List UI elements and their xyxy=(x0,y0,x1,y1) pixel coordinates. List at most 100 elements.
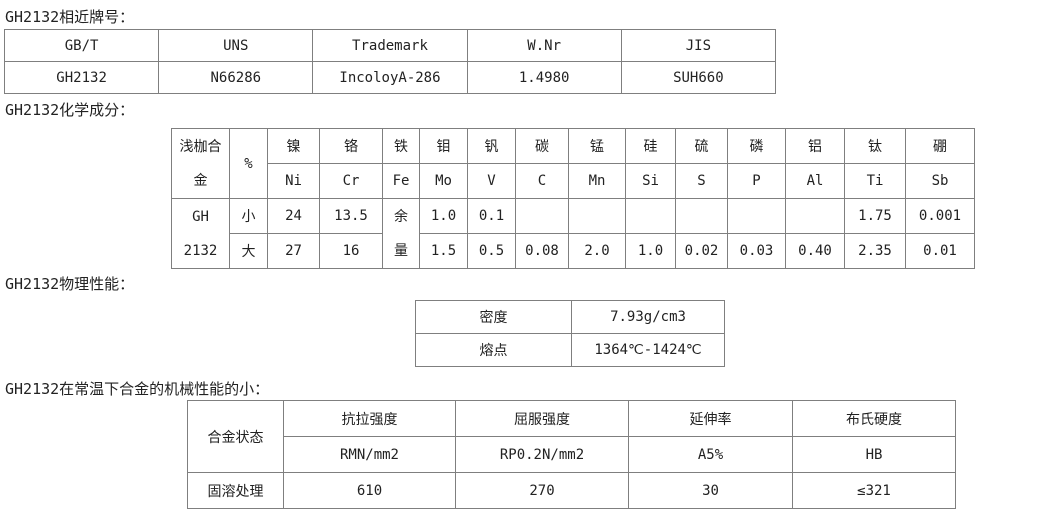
chem-min-row: GH 2132 小 24 13.5 余 量 1.0 0.1 1.75 0.001 xyxy=(171,198,975,269)
chem-iron-balance-cell: 余 量 xyxy=(382,198,420,269)
chem-nickel-min: 24 xyxy=(267,198,320,234)
chem-max-row: 大 27 16 1.5 0.5 0.08 2.0 1.0 0.02 0.03 0… xyxy=(172,233,975,269)
cell-jis-value: SUH660 xyxy=(620,61,777,94)
chem-manganese-max: 2.0 xyxy=(568,233,626,269)
mech-unit-tensile-strength: RMN/mm2 xyxy=(283,436,456,473)
chem-header-iron-sym: Fe xyxy=(382,163,420,199)
chem-corner-header: 浅枷合 金 xyxy=(171,128,230,199)
chem-iron-balance-line1: 余 xyxy=(394,208,408,225)
chem-corner-line2: 金 xyxy=(193,172,208,189)
chem-header-molybdenum-cn: 钼 xyxy=(419,128,468,164)
chem-silicon-min xyxy=(625,198,676,234)
chem-header-manganese-sym: Mn xyxy=(568,163,626,199)
mech-state-header: 合金状态 xyxy=(187,400,284,473)
chem-titanium-min: 1.75 xyxy=(844,198,906,234)
chem-header-manganese-cn: 锰 xyxy=(568,128,626,164)
heading-similar-grades: GH2132相近牌号： xyxy=(5,8,135,26)
mech-header-tensile-strength: 抗拉强度 xyxy=(283,400,456,437)
chem-header-sulfur-cn: 硫 xyxy=(675,128,728,164)
chem-vanadium-min: 0.1 xyxy=(467,198,516,234)
chem-header-boron-sym: Sb xyxy=(905,163,975,199)
column-header-wnr: W.Nr xyxy=(466,29,622,62)
mech-value-tensile-strength: 610 xyxy=(283,472,456,509)
melting-point-label: 熔点 xyxy=(415,333,572,367)
chem-header-row-cn: 浅枷合 金 % 镍 铬 铁 钼 钒 碳 锰 硅 硫 磷 铝 钛 硼 xyxy=(171,128,975,199)
physical-properties-table: 密度 7.93g/cm3 熔点 1364℃-1424℃ xyxy=(415,300,725,367)
mech-header-yield-strength: 屈服强度 xyxy=(455,400,629,437)
chem-header-iron-cn: 铁 xyxy=(382,128,420,164)
column-header-gbt: GB/T xyxy=(3,29,160,62)
heading-mechanical-properties: GH2132在常温下合金的机械性能的小： xyxy=(5,380,270,398)
chem-header-phosphorus-sym: P xyxy=(727,163,786,199)
column-header-uns: UNS xyxy=(158,29,314,62)
chem-sulfur-max: 0.02 xyxy=(675,233,728,269)
mech-value-yield-strength: 270 xyxy=(455,472,629,509)
chem-header-titanium-sym: Ti xyxy=(844,163,906,199)
chem-header-chromium-cn: 铬 xyxy=(319,128,383,164)
chem-carbon-min xyxy=(515,198,569,234)
column-header-jis: JIS xyxy=(620,29,777,62)
chem-aluminium-max: 0.40 xyxy=(785,233,845,269)
mech-value-elongation: 30 xyxy=(628,472,793,509)
mech-value-row: 固溶处理 610 270 30 ≤321 xyxy=(187,472,956,509)
mech-value-brinell-hardness: ≤321 xyxy=(792,472,956,509)
mech-unit-elongation: A5% xyxy=(628,436,793,473)
mech-header-row-cn: 合金状态 抗拉强度 屈服强度 延伸率 布氏硬度 xyxy=(187,400,956,473)
cell-uns-value: N66286 xyxy=(158,61,314,94)
chem-phosphorus-min xyxy=(727,198,786,234)
mech-header-row-unit: RMN/mm2 RP0.2N/mm2 A5% HB xyxy=(188,436,956,473)
density-label: 密度 xyxy=(415,300,572,334)
chem-iron-balance-line2: 量 xyxy=(394,242,408,259)
chem-header-nickel-sym: Ni xyxy=(267,163,320,199)
chem-header-titanium-cn: 钛 xyxy=(844,128,906,164)
chem-percent-header: % xyxy=(229,128,268,199)
cell-gbt-value: GH2132 xyxy=(3,61,160,94)
chem-molybdenum-min: 1.0 xyxy=(419,198,468,234)
chem-header-silicon-cn: 硅 xyxy=(625,128,676,164)
chemical-composition-table: 浅枷合 金 % 镍 铬 铁 钼 钒 碳 锰 硅 硫 磷 铝 钛 硼 Ni Cr … xyxy=(171,128,975,269)
chem-boron-min: 0.001 xyxy=(905,198,975,234)
heading-chemical-composition: GH2132化学成分： xyxy=(5,101,135,119)
chem-header-silicon-sym: Si xyxy=(625,163,676,199)
chem-header-molybdenum-sym: Mo xyxy=(419,163,468,199)
chem-header-carbon-sym: C xyxy=(515,163,569,199)
chem-alloy-name-line1: GH xyxy=(192,208,209,225)
column-header-trademark: Trademark xyxy=(312,29,468,62)
chem-manganese-min xyxy=(568,198,626,234)
chem-header-nickel-cn: 镍 xyxy=(267,128,320,164)
chem-max-label: 大 xyxy=(229,233,268,269)
chem-header-aluminium-cn: 铝 xyxy=(785,128,845,164)
chem-corner-line1: 浅枷合 xyxy=(179,138,222,155)
chem-sulfur-min xyxy=(675,198,728,234)
mech-header-brinell-hardness: 布氏硬度 xyxy=(792,400,956,437)
chem-header-chromium-sym: Cr xyxy=(319,163,383,199)
chem-chromium-min: 13.5 xyxy=(319,198,383,234)
density-value: 7.93g/cm3 xyxy=(571,300,725,334)
cell-trademark-value: IncoloyA-286 xyxy=(312,61,468,94)
chem-header-aluminium-sym: Al xyxy=(785,163,845,199)
cell-wnr-value: 1.4980 xyxy=(466,61,622,94)
chem-header-sulfur-sym: S xyxy=(675,163,728,199)
heading-physical-properties: GH2132物理性能： xyxy=(5,275,135,293)
chem-molybdenum-max: 1.5 xyxy=(419,233,468,269)
density-row: 密度 7.93g/cm3 xyxy=(415,300,725,334)
chem-alloy-name-line2: 2132 xyxy=(183,242,218,259)
mech-unit-yield-strength: RP0.2N/mm2 xyxy=(455,436,629,473)
similar-grades-value-row: GH2132 N66286 IncoloyA-286 1.4980 SUH660 xyxy=(3,61,777,94)
chem-chromium-max: 16 xyxy=(319,233,383,269)
mech-unit-brinell-hardness: HB xyxy=(792,436,956,473)
chem-silicon-max: 1.0 xyxy=(625,233,676,269)
similar-grades-table: GB/T UNS Trademark W.Nr JIS GH2132 N6628… xyxy=(3,29,777,94)
melting-point-value: 1364℃-1424℃ xyxy=(571,333,725,367)
chem-header-vanadium-cn: 钒 xyxy=(467,128,516,164)
chem-header-vanadium-sym: V xyxy=(467,163,516,199)
melting-point-row: 熔点 1364℃-1424℃ xyxy=(415,333,725,367)
chem-alloy-name-cell: GH 2132 xyxy=(171,198,230,269)
mech-state-value: 固溶处理 xyxy=(187,472,284,509)
chem-min-label: 小 xyxy=(229,198,268,234)
chem-aluminium-min xyxy=(785,198,845,234)
mech-header-elongation: 延伸率 xyxy=(628,400,793,437)
chem-phosphorus-max: 0.03 xyxy=(727,233,786,269)
similar-grades-header-row: GB/T UNS Trademark W.Nr JIS xyxy=(3,29,777,62)
